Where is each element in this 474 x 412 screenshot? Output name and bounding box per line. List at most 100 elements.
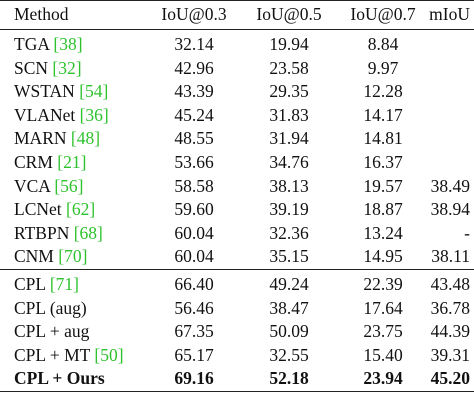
method-name-cell: CPL [71] [0, 268, 148, 297]
method-name: CPL [14, 273, 46, 294]
iou-0-5-cell: 29.35 [269, 81, 309, 102]
results-table-container: Method IoU@0.3 IoU@0.5 IoU@0.7 mIoU TGA … [0, 0, 474, 392]
iou-0-3-cell: 45.24 [174, 104, 214, 125]
miou-cell: 39.31 [430, 344, 470, 365]
iou-0-3-cell: 56.46 [174, 297, 214, 318]
method-name-cell: CPL + Ours [0, 367, 148, 392]
iou-0-3-cell: 60.04 [174, 222, 214, 243]
table-row: CPL + MT [50] 65.17 32.55 15.40 39.31 [0, 344, 474, 368]
method-name-cell: MARN [48] [0, 127, 148, 151]
iou-0-3-cell: 60.04 [174, 246, 214, 267]
method-name: LCNet [14, 199, 62, 220]
miou-cell: 43.48 [428, 268, 474, 297]
method-name: RTBPN [14, 222, 70, 243]
citation-link[interactable]: [36] [79, 104, 109, 125]
table-row: CPL [71] 66.40 49.24 22.39 43.48 [0, 268, 474, 297]
method-name: VCA [14, 175, 50, 196]
iou-0-5-cell: 23.58 [269, 57, 309, 78]
table-row: RTBPN [68] 60.04 32.36 13.24 - [0, 222, 474, 246]
iou-0-7-cell: 18.87 [363, 199, 403, 220]
cpl-methods-group: CPL [71] 66.40 49.24 22.39 43.48 CPL (aug) 56.… [0, 268, 474, 392]
iou-0-7-cell: 23.94 [338, 367, 428, 392]
iou-0-7-cell: 8.84 [367, 34, 399, 55]
iou-0-3-cell: 66.40 [148, 268, 240, 297]
iou-0-7-cell: 15.40 [363, 344, 403, 365]
citation-link[interactable]: [38] [53, 34, 83, 55]
iou-0-5-cell: 19.94 [269, 34, 309, 55]
method-name-cell: CPL (aug) [0, 297, 148, 321]
miou-cell: - [464, 222, 470, 243]
table-row: CPL + aug 67.35 50.09 23.75 44.39 [0, 320, 474, 344]
citation-link[interactable]: [71] [49, 273, 79, 294]
iou-0-3-cell: 59.60 [174, 199, 214, 220]
iou-0-7-cell: 14.81 [363, 128, 403, 149]
method-name-cell: CPL + MT [50] [0, 344, 148, 368]
citation-link[interactable]: [48] [70, 128, 101, 149]
table-row: SCN [32] 42.96 23.58 9.97 [0, 57, 474, 81]
iou-0-3-cell: 43.39 [174, 81, 214, 102]
method-name: CNM [14, 246, 54, 267]
citation-link[interactable]: [68] [73, 222, 103, 243]
miou-cell [428, 80, 474, 104]
iou-0-3-cell: 67.35 [174, 321, 214, 342]
method-name: WSTAN [14, 81, 75, 102]
miou-cell: 44.39 [430, 321, 470, 342]
method-name: VLANet [14, 104, 76, 125]
table-row: CRM [21] 53.66 34.76 16.37 [0, 151, 474, 175]
iou-0-7-cell: 19.57 [363, 175, 403, 196]
citation-link[interactable]: [50] [94, 344, 124, 365]
citation-link[interactable]: [21] [57, 152, 87, 173]
citation-link[interactable]: [56] [54, 175, 84, 196]
citation-link[interactable]: [32] [52, 57, 82, 78]
iou-0-3-cell: 48.55 [174, 128, 214, 149]
header-row: Method IoU@0.3 IoU@0.5 IoU@0.7 mIoU [0, 0, 474, 30]
miou-cell: 45.20 [428, 367, 474, 392]
method-name-cell: VCA [56] [0, 175, 148, 199]
iou-0-5-cell: 34.76 [269, 152, 309, 173]
method-name: TGA [14, 34, 49, 55]
miou-cell [428, 104, 474, 128]
method-name-cell: VLANet [36] [0, 104, 148, 128]
table-row: CPL + Ours 69.16 52.18 23.94 45.20 [0, 367, 474, 392]
results-table: Method IoU@0.3 IoU@0.5 IoU@0.7 mIoU TGA … [0, 0, 474, 392]
caption-cutoff [0, 400, 474, 412]
iou-0-3-cell: 53.66 [174, 152, 214, 173]
miou-cell: 38.11 [431, 246, 470, 267]
table-row: CNM [70] 60.04 35.15 14.95 38.11 [0, 245, 474, 269]
method-name: CRM [14, 152, 53, 173]
header-iou-0-7: IoU@0.7 [338, 0, 428, 30]
miou-cell: 38.94 [430, 199, 470, 220]
miou-cell [428, 57, 474, 81]
method-name-cell: CNM [70] [0, 245, 148, 269]
iou-0-7-cell: 16.37 [363, 152, 403, 173]
method-name-cell: CRM [21] [0, 151, 148, 175]
table-row: WSTAN [54] 43.39 29.35 12.28 [0, 80, 474, 104]
iou-0-5-cell: 39.19 [269, 199, 309, 220]
iou-0-3-cell: 32.14 [174, 34, 214, 55]
table-row: LCNet [62] 59.60 39.19 18.87 38.94 [0, 198, 474, 222]
iou-0-7-cell: 23.75 [363, 321, 403, 342]
header-iou-0-3: IoU@0.3 [148, 0, 240, 30]
iou-0-7-cell: 14.17 [363, 104, 403, 125]
method-name-cell: WSTAN [54] [0, 80, 148, 104]
citation-link[interactable]: [70] [58, 246, 88, 267]
iou-0-7-cell: 14.95 [363, 246, 403, 267]
baseline-methods-group: TGA [38] 32.14 19.94 8.84 SCN [32] 42.96 23.58… [0, 30, 474, 270]
citation-link[interactable]: [54] [79, 81, 109, 102]
method-name-cell: CPL + aug [0, 320, 148, 344]
miou-cell: 38.49 [430, 175, 470, 196]
method-name-cell: LCNet [62] [0, 198, 148, 222]
header-method: Method [0, 0, 148, 30]
table-row: VLANet [36] 45.24 31.83 14.17 [0, 104, 474, 128]
iou-0-3-cell: 65.17 [174, 344, 214, 365]
miou-cell [428, 127, 474, 151]
header-miou: mIoU [428, 0, 474, 30]
method-name: CPL + aug [14, 321, 90, 342]
iou-0-7-cell: 9.97 [367, 57, 399, 78]
iou-0-5-cell: 31.83 [269, 104, 309, 125]
table-row: CPL (aug) 56.46 38.47 17.64 36.78 [0, 297, 474, 321]
miou-cell: 36.78 [430, 297, 470, 318]
iou-0-7-cell: 12.28 [363, 81, 403, 102]
citation-link[interactable]: [62] [66, 199, 96, 220]
method-name: SCN [14, 57, 49, 78]
